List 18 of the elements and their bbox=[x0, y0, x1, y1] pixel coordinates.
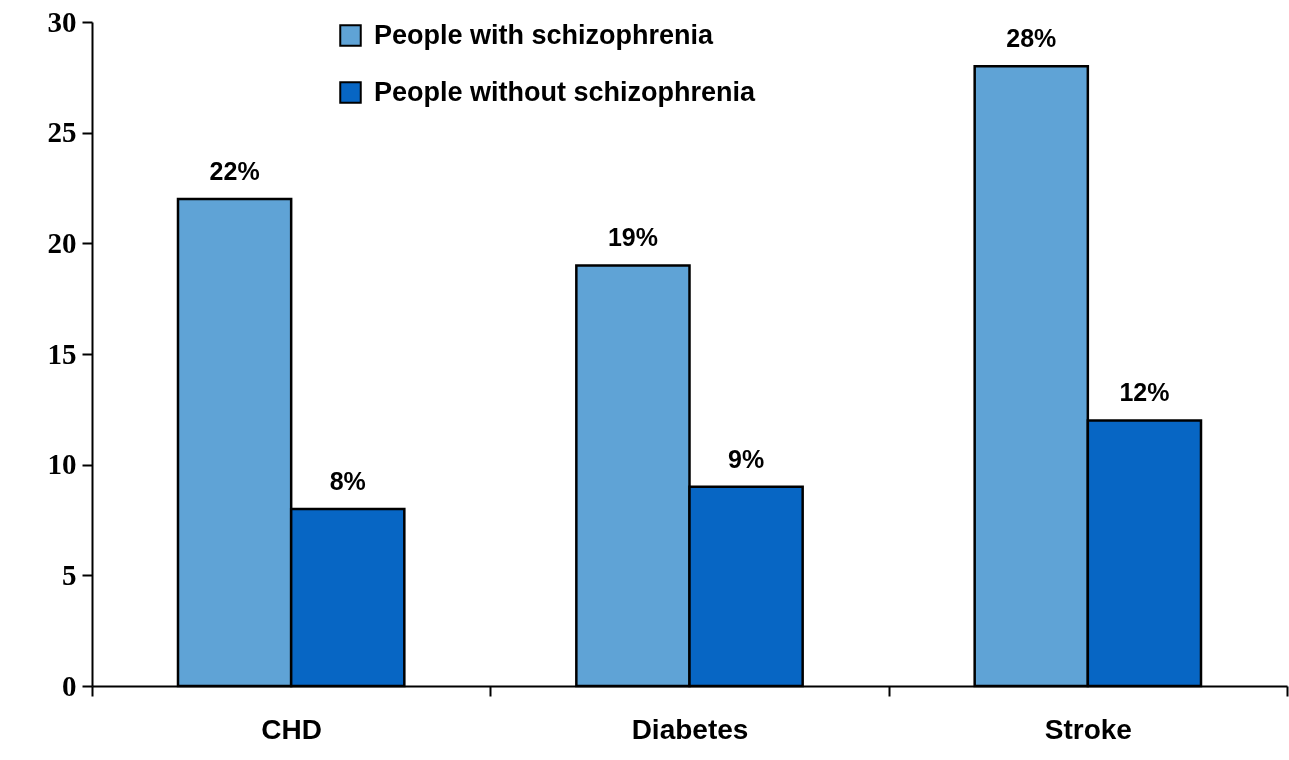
data-label: 28% bbox=[1006, 24, 1057, 53]
data-label: 19% bbox=[607, 223, 658, 252]
x-tick-label: Diabetes bbox=[631, 713, 749, 745]
data-label: 8% bbox=[329, 466, 366, 495]
x-tick-label: CHD bbox=[261, 713, 322, 745]
y-tick-label: 0 bbox=[62, 669, 77, 702]
data-label: 12% bbox=[1119, 378, 1170, 407]
y-tick-label: 30 bbox=[47, 5, 77, 38]
y-tick-label: 15 bbox=[47, 337, 77, 370]
data-label: 9% bbox=[728, 444, 765, 473]
y-tick-label: 10 bbox=[47, 448, 77, 481]
y-tick-label: 25 bbox=[47, 116, 77, 149]
data-label: 22% bbox=[209, 157, 260, 186]
y-tick-label: 20 bbox=[47, 226, 77, 259]
legend-label: People without schizophrenia bbox=[374, 76, 757, 107]
y-tick-label: 5 bbox=[62, 558, 77, 591]
x-tick-label: Stroke bbox=[1044, 713, 1132, 745]
legend-label: People with schizophrenia bbox=[374, 19, 715, 50]
